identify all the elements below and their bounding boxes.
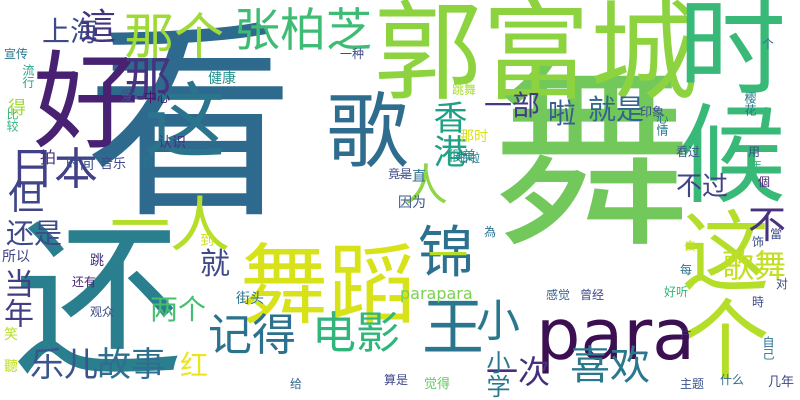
word-cengjing: 曾经 [580,288,605,302]
word-liangge: 两个 [150,293,207,326]
word-wang: 王 [422,291,485,364]
word-shijian: 时间 [66,157,94,173]
word-jietou: 街头 [236,291,264,307]
word-ren: 人 [404,160,448,211]
word-suoyi: 所以 [2,249,30,265]
word-jinian: 几年 [768,375,795,390]
word-yinwei: 因为 [398,195,426,211]
word-pai: 拍 [40,148,57,167]
word-parapara: parapara [400,284,473,303]
word-wei: 為 [484,225,497,239]
word-shi-trad: 時 [752,295,765,309]
word-haiyou: 还有 [72,275,97,289]
word-juede: 觉得 [424,377,451,392]
word-pala: 啪啦 [456,151,481,165]
word-xiaoxue: 小学 [482,350,510,398]
word-haishi: 还是 [6,217,63,250]
word-tiaowu: 跳舞 [452,83,477,97]
word-xinqing: 心情 [655,112,669,136]
word-de: 得 [8,98,26,119]
word-guofucheng: 郭富城 [374,0,699,116]
word-gushi: 故事 [97,345,165,385]
word-ge-small: 个 [762,37,775,51]
word-renshi: 认识 [158,135,186,151]
word-nage: 那个 [124,8,224,66]
word-shenme: 什么 [720,373,745,387]
word-hong: 红 [180,349,209,382]
word-riben: 日本 [10,144,98,195]
word-zhuti: 主题 [680,377,705,391]
word-yizhi: 一直 [398,169,426,185]
word-bijiao: 比较 [5,108,19,132]
word-yizhong: 一种 [340,47,365,61]
word-dan: 但 [8,177,45,218]
word-zhangbozhi: 张柏芝 [234,3,372,57]
word-yiren: 一人 [110,191,230,261]
word-yinghua: 樱花 [743,92,757,116]
word-jiushi: 就是 [588,93,645,126]
word-guanzhong: 观众 [90,305,115,319]
word-zhege: 这个 [667,206,770,382]
word-mei: 每 [680,263,693,277]
word-gei: 给 [290,377,303,391]
word-kan: 看 [85,2,296,247]
word-haoting: 好听 [664,285,689,299]
word-dangnian: 当年 [0,268,33,328]
word-shi-decor: 饰 [752,235,765,249]
word-qu: 去 [684,239,697,253]
word-xihuan: 喜欢 [570,343,650,389]
word-dang-trad: 當 [770,227,783,241]
word-pian: 片 [680,327,693,341]
word-zhe-trad: 這 [80,7,117,48]
word-jiankang: 健康 [208,71,236,87]
word-yinxiang: 印象 [640,105,665,119]
word-tiao: 跳 [90,253,104,269]
word-wu: 舞 [492,43,693,276]
word-nashi: 那时 [460,129,488,145]
word-jide: 记得 [208,310,296,361]
word-nian: 年 [750,159,763,173]
word-shanghai: 上海 [42,15,99,48]
word-yinyue: 音乐 [100,157,127,172]
word-suanshi: 算是 [384,373,409,387]
word-dianying: 电影 [312,308,400,359]
word-zhongxin: 中心 [144,91,171,106]
word-para: para [536,294,696,376]
word-gewu: 歌舞 [722,247,787,285]
word-dao: 到 [200,233,214,249]
word-ge-trad: 個 [758,175,771,189]
word-xuanchuan: 宣传 [4,47,29,61]
word-xianggang: 香港 [427,100,467,168]
word-shihou: 时候 [660,0,785,206]
word-jin: 锦 [418,221,474,286]
word-dui: 对 [776,277,789,291]
word-jingshi: 竟是 [388,167,413,181]
word-zhe: 这 [144,75,227,170]
word-yi: 一 [428,233,468,279]
word-yong: 用 [748,145,761,159]
word-na: 那 [124,52,173,108]
word-ting: 聽 [4,359,18,375]
word-hao: 好 [33,41,139,164]
word-ai: 爱 [120,89,134,105]
word-xiao: 小 [476,296,520,347]
word-hai: 还 [14,204,182,400]
word-kanguo: 看过 [676,145,701,159]
word-ge: 歌 [312,88,407,170]
word-leer: 乐儿 [30,345,98,385]
word-jiu: 就 [200,247,230,282]
word-la: 啦 [548,97,577,130]
word-liuxing: 流行 [21,64,35,88]
word-yibu: 一部 [484,89,541,122]
word-buguo: 不过 [676,172,729,202]
word-yici: 一次 [486,353,551,391]
word-henmei: 很美 [448,149,476,165]
word-bu: 不 [748,203,787,247]
word-ganjue: 感觉 [546,288,571,302]
word-xiao-laugh: 笑 [4,327,18,343]
word-zhe-particle: 着 [140,155,154,171]
word-ziji: 自己 [761,336,775,360]
word-wudao: 舞蹈 [240,234,417,337]
